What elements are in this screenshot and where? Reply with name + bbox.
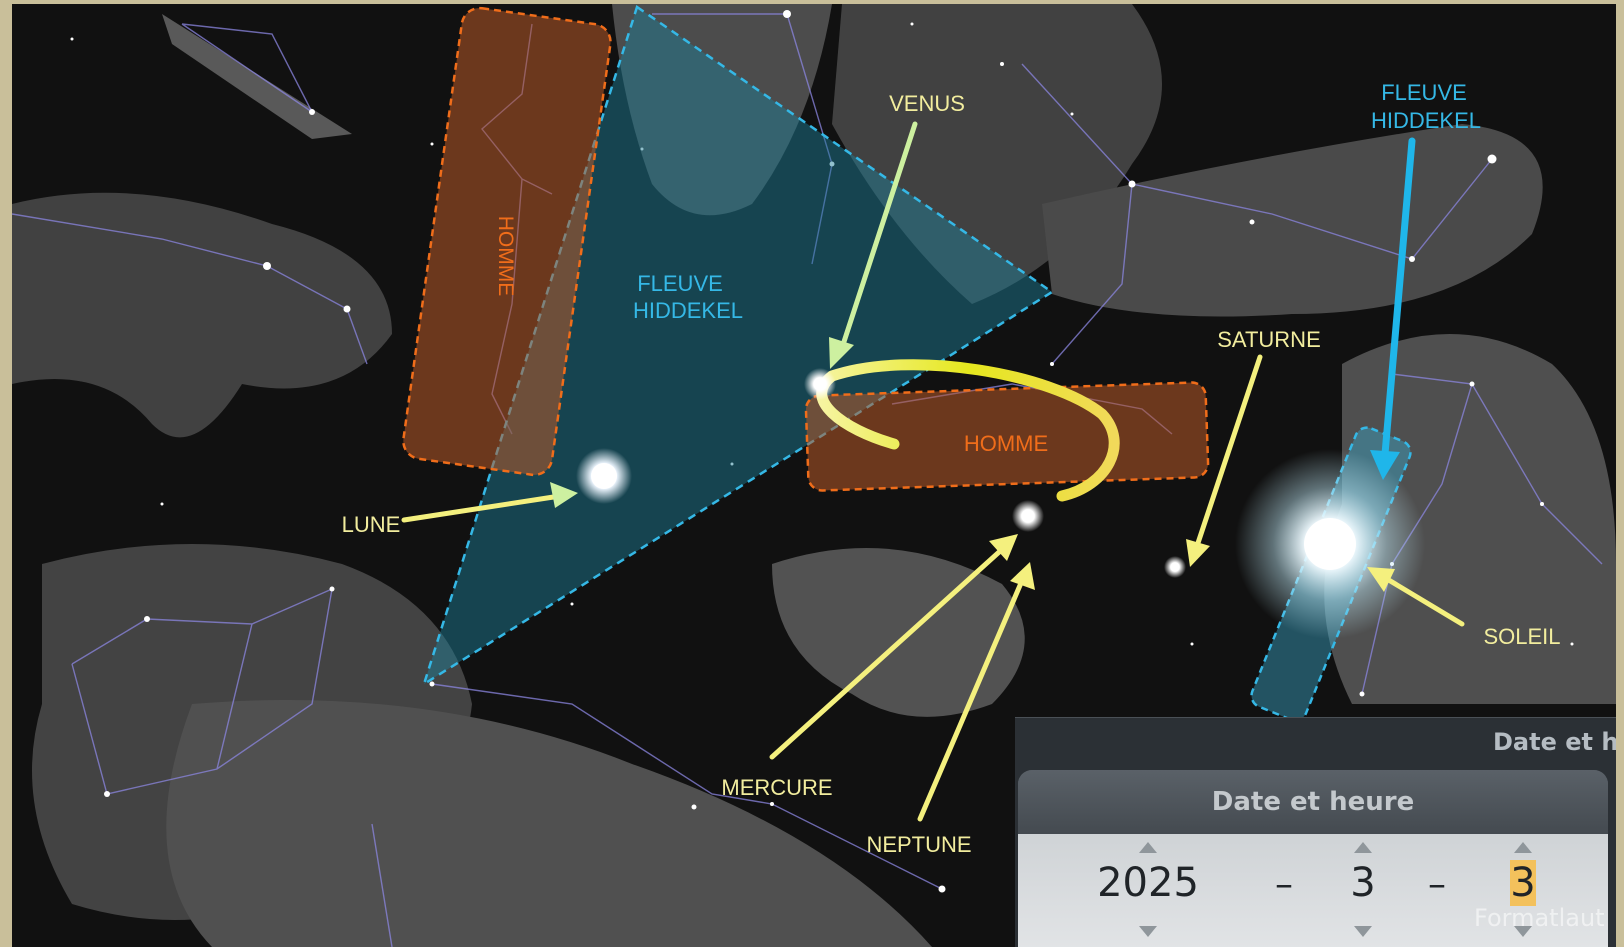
month-down-arrow-icon[interactable]: [1354, 926, 1372, 937]
sun-body[interactable]: [1304, 518, 1356, 570]
mercure-arrow: [769, 541, 1011, 760]
venus-body[interactable]: [804, 368, 836, 400]
soleil-arrow: [1379, 573, 1465, 627]
constellation-artwork: [12, 4, 1616, 947]
soleil-label: SOLEIL: [1483, 624, 1560, 649]
saturne-arrow: [1192, 354, 1263, 555]
day-up-arrow-icon[interactable]: [1514, 842, 1532, 853]
window-title[interactable]: Date et heure: [1493, 728, 1616, 756]
moon-body[interactable]: [591, 463, 617, 489]
date-time-panel: Date et heure 2025 – 3 – 3 Formatlaut: [1018, 770, 1608, 947]
mercury-body[interactable]: [1012, 500, 1044, 532]
year-up-arrow-icon[interactable]: [1139, 842, 1157, 853]
fleuve-right-label-2: HIDDEKEL: [1371, 108, 1481, 133]
homme-vertical-label: HOMME: [494, 216, 517, 297]
watermark: Formatlaut: [1474, 904, 1605, 932]
year-value[interactable]: 2025: [1097, 860, 1199, 906]
month-up-arrow-icon[interactable]: [1354, 842, 1372, 853]
day-spinner[interactable]: 3: [1493, 834, 1553, 947]
annotation-arrows: [401, 121, 1465, 822]
date-spinners: 2025 – 3 – 3 Formatlaut: [1018, 834, 1608, 947]
fleuve-left-label-1: FLEUVE: [637, 271, 723, 296]
lune-label: LUNE: [342, 512, 401, 537]
saturne-label: SATURNE: [1217, 327, 1321, 352]
date-separator: –: [1428, 864, 1446, 905]
mercure-label: MERCURE: [721, 775, 832, 800]
sky-chart-viewport[interactable]: FLEUVE HIDDEKEL FLEUVE HIDDEKEL HOMME HO…: [12, 4, 1616, 947]
neptune-arrow: [917, 573, 1027, 822]
fleuve-right-arrow: [1381, 137, 1416, 458]
month-value[interactable]: 3: [1350, 860, 1376, 906]
month-spinner[interactable]: 3: [1333, 834, 1393, 947]
background-stars: [70, 10, 1574, 893]
saturn-body[interactable]: [1164, 556, 1186, 578]
sky-chart[interactable]: FLEUVE HIDDEKEL FLEUVE HIDDEKEL HOMME HO…: [12, 4, 1616, 947]
date-separator: –: [1275, 864, 1293, 905]
panel-title: Date et heure: [1018, 770, 1608, 834]
neptune-label: NEPTUNE: [866, 832, 971, 857]
day-value[interactable]: 3: [1510, 860, 1536, 906]
lune-arrow: [401, 493, 563, 523]
year-down-arrow-icon[interactable]: [1139, 926, 1157, 937]
venus-label: VENUS: [889, 91, 965, 116]
annotation-labels: FLEUVE HIDDEKEL FLEUVE HIDDEKEL HOMME HO…: [342, 80, 1561, 857]
fleuve-left-label-2: HIDDEKEL: [633, 298, 743, 323]
date-time-window[interactable]: Date et heure Date et heure 2025 – 3 – 3…: [1015, 717, 1616, 947]
venus-arrow: [837, 121, 918, 357]
fleuve-right-label-1: FLEUVE: [1381, 80, 1467, 105]
homme-horizontal-label: HOMME: [964, 431, 1048, 456]
day-down-arrow-icon[interactable]: [1514, 926, 1532, 937]
homme-vertical-region: [402, 6, 612, 477]
year-spinner[interactable]: 2025: [1078, 834, 1218, 947]
